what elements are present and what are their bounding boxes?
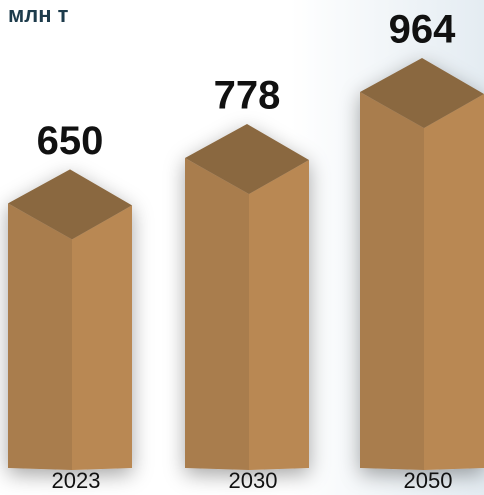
bar-top-face bbox=[185, 123, 309, 194]
x-tick-label: 2023 bbox=[52, 468, 101, 493]
bar-right-face bbox=[249, 159, 309, 470]
bar-right-face bbox=[424, 94, 484, 470]
bar bbox=[360, 58, 484, 470]
bar-top-face bbox=[8, 169, 132, 240]
chart-title: млн т bbox=[8, 2, 69, 27]
x-tick-label: 2030 bbox=[229, 468, 278, 493]
bar bbox=[185, 123, 309, 470]
value-label: 778 bbox=[214, 74, 281, 118]
bar-top-face bbox=[360, 58, 484, 128]
x-tick-label: 2050 bbox=[404, 468, 453, 493]
bar-right-face bbox=[72, 205, 132, 470]
bar bbox=[8, 169, 132, 470]
bar-left-face bbox=[8, 203, 72, 470]
bar-left-face bbox=[185, 157, 249, 470]
value-label: 964 bbox=[389, 8, 456, 52]
bar-left-face bbox=[360, 92, 424, 470]
value-label: 650 bbox=[37, 119, 104, 163]
